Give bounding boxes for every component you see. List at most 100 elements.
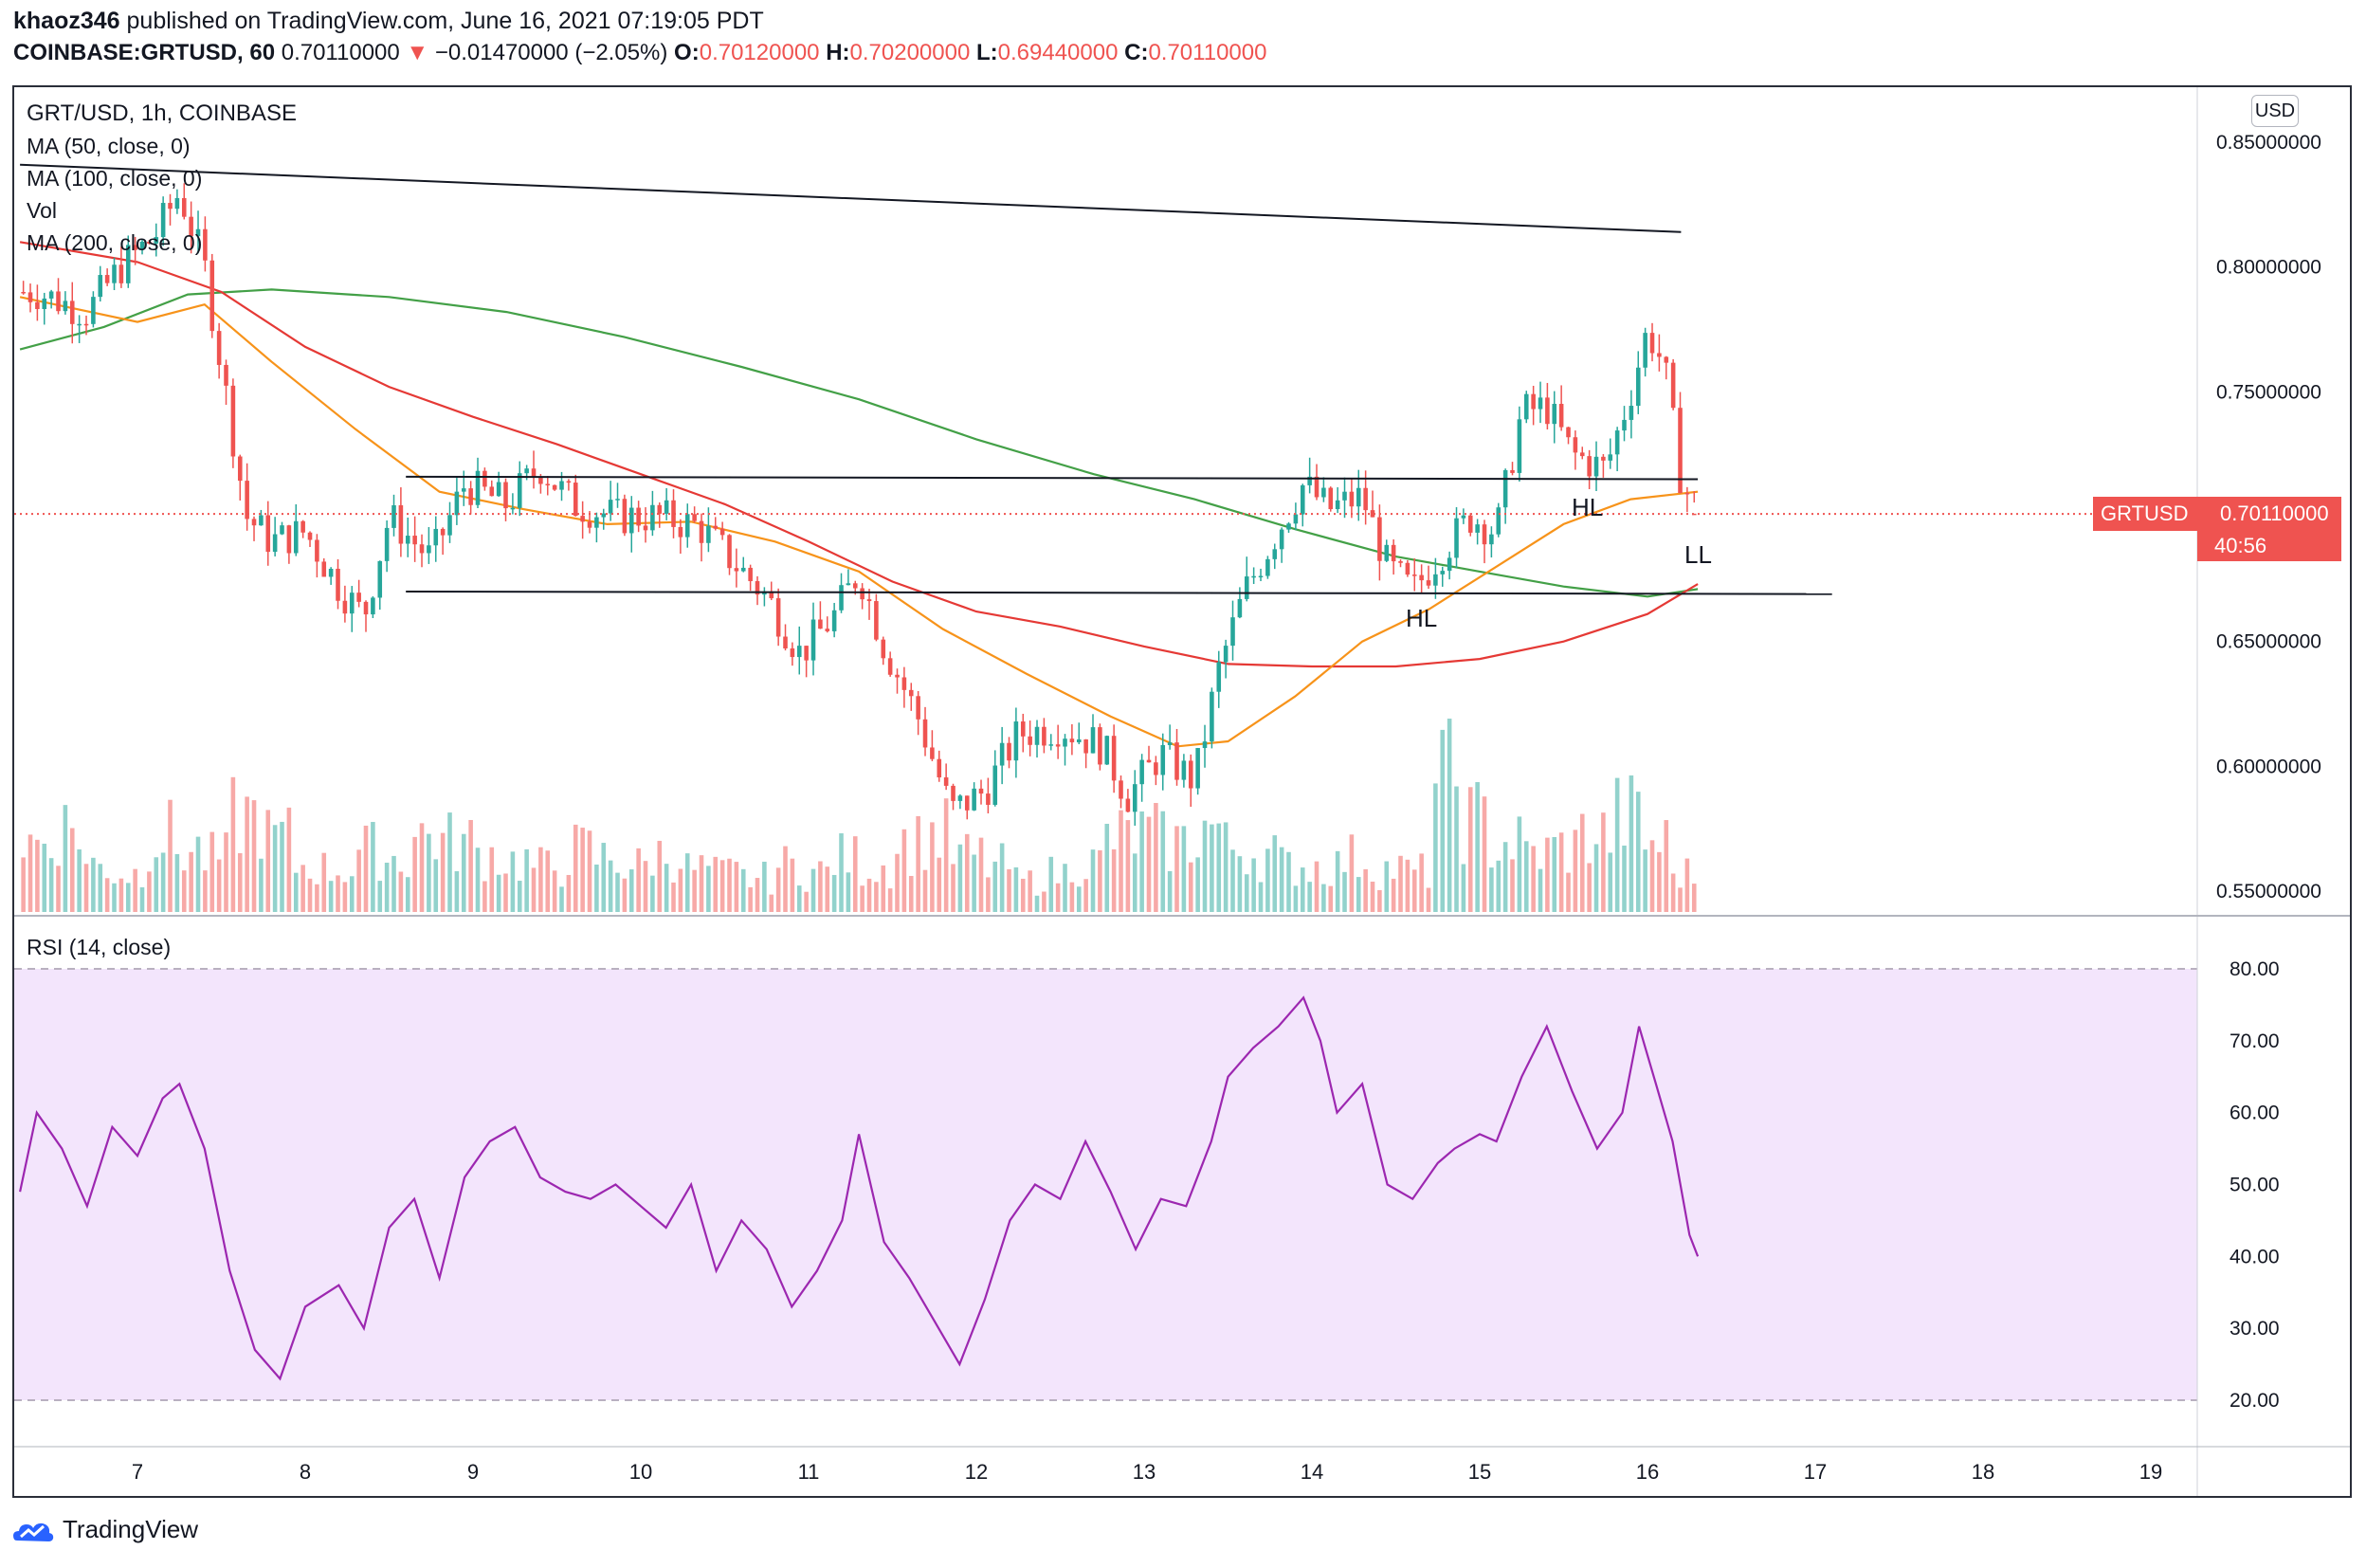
volume-bar <box>608 860 613 912</box>
candle-body <box>195 228 201 237</box>
volume-bar <box>1391 878 1396 912</box>
volume-bar <box>866 878 872 912</box>
volume-bar <box>371 822 375 912</box>
candle-body <box>1090 727 1096 754</box>
legend-ma200[interactable]: MA (200, close, 0) <box>27 230 203 255</box>
time-tick-label: 16 <box>1636 1460 1659 1484</box>
candle-body <box>986 793 991 805</box>
candle-body <box>398 504 404 544</box>
volume-bar <box>1104 823 1110 912</box>
volume-bar <box>846 872 851 912</box>
volume-bar <box>810 868 816 912</box>
candle-body <box>628 507 634 534</box>
volume-bar <box>496 874 501 912</box>
author-name[interactable]: khaoz346 <box>13 8 120 34</box>
candle-body <box>1601 456 1606 461</box>
candle-body <box>1181 760 1187 780</box>
candle-body <box>1119 780 1123 799</box>
time-tick-label: 13 <box>1133 1460 1156 1484</box>
candle-body <box>503 482 508 509</box>
volume-bar <box>615 872 620 912</box>
candle-body <box>1461 515 1466 519</box>
candle-body <box>1146 759 1152 763</box>
candle-body <box>790 647 795 658</box>
volume-bar <box>1132 853 1138 912</box>
candle-body <box>1489 534 1494 545</box>
volume-bar <box>1426 887 1431 912</box>
candle-body <box>657 504 663 514</box>
rsi-tick-label: 30.00 <box>2230 1318 2280 1340</box>
candle-body <box>1307 476 1312 485</box>
candle-body <box>1210 691 1214 742</box>
time-tick-label: 17 <box>1804 1460 1827 1484</box>
rsi-tick-label: 40.00 <box>2230 1246 2280 1267</box>
candle-body <box>1649 333 1655 354</box>
legend-ma50[interactable]: MA (50, close, 0) <box>27 134 191 158</box>
candle-body <box>1314 476 1320 498</box>
candle-body <box>315 539 319 562</box>
volume-bar <box>1125 820 1131 912</box>
volume-bar <box>1111 848 1117 912</box>
candle-body <box>684 514 690 538</box>
volume-bar <box>1649 840 1655 912</box>
volume-bar <box>881 865 886 912</box>
volume-bar <box>1614 777 1620 912</box>
candle-body <box>1195 748 1200 789</box>
candle-body <box>839 585 844 611</box>
volume-bar <box>1181 826 1187 912</box>
volume-bar <box>762 861 767 912</box>
candle-body <box>664 500 669 514</box>
candle-body <box>272 534 278 553</box>
candle-body <box>573 483 578 517</box>
legend-ma100[interactable]: MA (100, close, 0) <box>27 166 203 191</box>
volume-bar <box>1237 856 1243 912</box>
candle-body <box>999 742 1005 766</box>
legend-vol[interactable]: Vol <box>27 198 57 223</box>
candle-body <box>895 674 900 678</box>
volume-bar <box>328 881 334 912</box>
volume-bar <box>1643 849 1647 912</box>
candle-body <box>336 568 340 601</box>
volume-bar <box>887 888 893 912</box>
time-tick-label: 12 <box>965 1460 988 1484</box>
volume-bar <box>1342 871 1347 912</box>
candle-body <box>1398 561 1403 563</box>
volume-bar <box>1139 811 1144 912</box>
candle-body <box>922 719 928 748</box>
volume-bar <box>1063 864 1067 912</box>
volume-bar <box>307 878 313 912</box>
tradingview-logo[interactable]: TradingView <box>11 1515 198 1544</box>
candle-body <box>992 765 998 805</box>
candle-body <box>174 197 180 210</box>
volume-bar <box>713 856 719 912</box>
candle-body <box>1684 493 1690 495</box>
candle-body <box>1013 721 1019 761</box>
candle-body <box>538 477 543 484</box>
candle-body <box>1076 738 1082 743</box>
candle-body <box>1552 404 1557 425</box>
trendline-3 <box>406 591 1832 595</box>
currency-button[interactable]: USD <box>2251 95 2299 127</box>
volume-bar <box>727 858 732 912</box>
volume-bar <box>104 878 110 912</box>
legend-title[interactable]: GRT/USD, 1h, COINBASE <box>27 100 297 126</box>
candle-body <box>1063 738 1067 747</box>
candle-body <box>1545 397 1550 425</box>
volume-bar <box>1335 850 1340 912</box>
rsi-tick-label: 60.00 <box>2230 1103 2280 1124</box>
legend-rsi[interactable]: RSI (14, close) <box>27 935 172 959</box>
candle-body <box>35 301 40 309</box>
volume-bar <box>1210 824 1214 912</box>
volume-bar <box>1454 786 1459 912</box>
volume-bar <box>999 843 1005 912</box>
volume-bar <box>1216 823 1222 912</box>
volume-bar <box>1664 820 1669 912</box>
volume-bar <box>901 829 907 912</box>
rsi-tick-label: 50.00 <box>2230 1175 2280 1196</box>
volume-bar <box>1601 812 1606 912</box>
volume-bar <box>1188 862 1193 912</box>
volume-bar <box>189 851 193 912</box>
candle-body <box>405 536 410 544</box>
volume-bar <box>1629 775 1634 912</box>
